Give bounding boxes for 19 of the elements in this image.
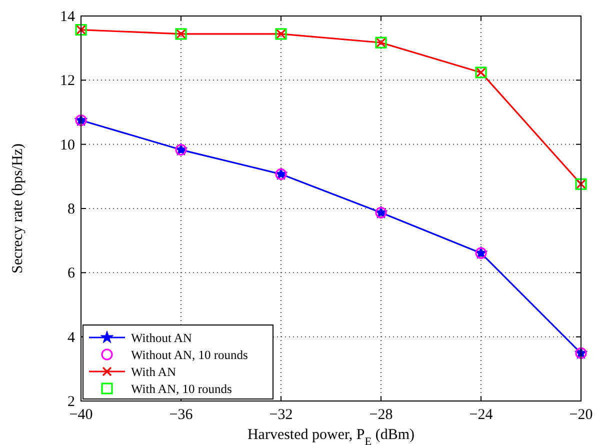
x-tick-label: −20 bbox=[569, 407, 593, 423]
x-tick-label: −24 bbox=[469, 407, 494, 423]
y-tick-label: 8 bbox=[68, 202, 75, 218]
x-tick-label: −28 bbox=[369, 407, 393, 423]
y-tick-label: 12 bbox=[60, 73, 75, 90]
legend-label: With AN, 10 rounds bbox=[131, 382, 232, 396]
legend-label: Without AN, 10 rounds bbox=[131, 348, 248, 362]
y-tick-label: 14 bbox=[60, 9, 76, 25]
y-axis-title: Secrecy rate (bps/Hz) bbox=[10, 144, 26, 274]
x-tick-label: −36 bbox=[169, 407, 194, 423]
legend-label: Without AN bbox=[131, 331, 192, 345]
y-tick-label: 10 bbox=[60, 137, 75, 154]
legend-label: With AN bbox=[131, 365, 176, 379]
x-axis-title: Harvested power, P$_{E}$ (dBm) bbox=[247, 427, 415, 445]
y-tick-label: 2 bbox=[68, 394, 75, 410]
y-tick-label: 6 bbox=[68, 266, 76, 282]
x-tick-label: −40 bbox=[69, 407, 93, 423]
y-tick-label: 4 bbox=[68, 330, 76, 346]
x-tick-label: −32 bbox=[269, 407, 293, 423]
